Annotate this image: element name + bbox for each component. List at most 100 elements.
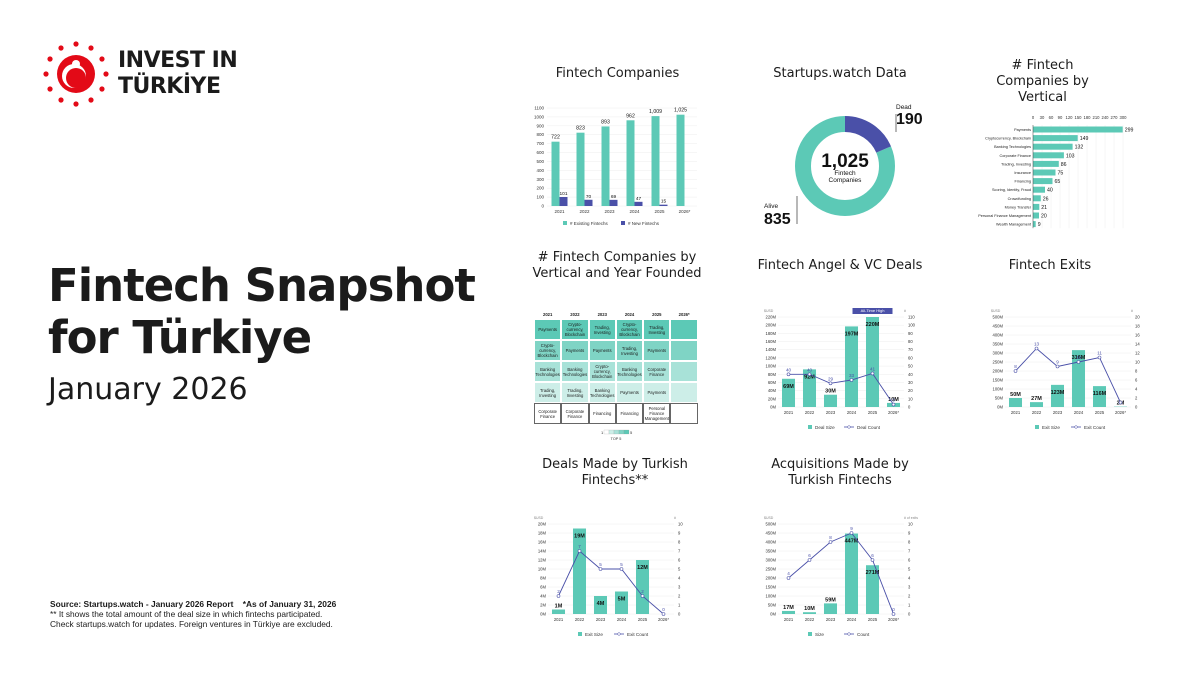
line-point: [807, 558, 812, 562]
line-data-label: 2: [557, 589, 560, 594]
logo-star-icon: [88, 45, 94, 51]
y-tick-label: 500: [536, 159, 544, 164]
legend-label: Deal Count: [857, 425, 881, 430]
legend-label: Deal Size: [815, 425, 835, 430]
y-tick-label: 100M: [766, 364, 777, 369]
y2-axis-label: #: [674, 516, 676, 520]
legend-swatch: [608, 429, 615, 435]
x-tick-label: 210: [1093, 115, 1101, 120]
y-tick-label: 100: [536, 195, 544, 200]
line-point: [619, 567, 624, 571]
category-label: Scoring, Identity, Fraud: [992, 188, 1031, 192]
y2-tick-label: 18: [1135, 324, 1140, 329]
y2-tick-label: 16: [1135, 333, 1140, 338]
bar-deal-size: [844, 326, 859, 407]
heatmap-cell: Crypto-currency, Blockchain: [561, 319, 589, 340]
y2-tick-label: 12: [1135, 351, 1140, 356]
y-tick-label: 220M: [766, 315, 777, 320]
data-label: 1,025: [674, 108, 687, 114]
y2-tick-label: 10: [1135, 360, 1140, 365]
line-point: [870, 558, 875, 562]
logo-star-icon: [99, 86, 105, 92]
bar-exit-size: [551, 609, 566, 614]
category-label: Crowdfunding: [1008, 197, 1031, 201]
heatmap-cell: Personal Finance Management: [643, 403, 671, 424]
line-point: [1118, 400, 1123, 405]
acquisitions-chart: 0M50M100M150M200M250M300M350M400M450M500…: [764, 516, 918, 637]
bar-data-label: 271M: [866, 570, 880, 576]
y-tick-label: 400M: [766, 540, 777, 545]
y2-tick-label: 0: [678, 612, 681, 617]
y2-axis-label: #: [1131, 309, 1133, 313]
y2-tick-label: 6: [1135, 378, 1138, 383]
y-tick-label: 160M: [766, 339, 777, 344]
heatmap-row: Trading, Investing Trading, Investing Bank…: [534, 382, 698, 403]
heatmap-cell: Payments: [643, 340, 671, 361]
data-label: 962: [626, 113, 635, 119]
y2-tick-label: 1: [678, 603, 681, 608]
category-label: Personal Finance Management: [978, 214, 1032, 218]
y2-tick-label: 30: [908, 380, 913, 385]
bar-data-label: 17M: [783, 605, 794, 611]
line-data-label: 40: [786, 367, 792, 372]
fintech-by-vertical-chart: 0 30 60 90 120 150 180 210 240 270 300 Payments 299 C…: [978, 115, 1133, 229]
bar-exit-size: [1071, 350, 1086, 407]
bar-data-label: 220M: [866, 322, 880, 328]
y-tick-label: 50M: [995, 396, 1004, 401]
line-data-label: 40: [807, 367, 813, 372]
x-tick-label: 180: [1084, 115, 1092, 120]
y-tick-label: 500M: [766, 522, 777, 527]
y-tick-label: 600: [536, 150, 544, 155]
line-data-label: 2: [641, 589, 644, 594]
data-label: 103: [1066, 153, 1075, 159]
donut-center-label: Fintech: [834, 170, 856, 177]
x-tick-label: 2023: [826, 617, 836, 622]
heatmap-cell: Trading, Investing: [643, 319, 671, 340]
category-label: Payments: [1014, 128, 1031, 132]
bar-vertical: [1033, 195, 1041, 202]
panel-title-angel-vc: Fintech Angel & VC Deals: [757, 258, 923, 273]
y-tick-label: 12M: [538, 558, 547, 563]
line-data-label: 33: [849, 373, 855, 378]
bar-existing-fintechs: [651, 116, 660, 206]
heatmap-cell: Trading, Investing: [615, 340, 644, 361]
bar-data-label: 316M: [1072, 355, 1086, 361]
bar-data-label: 27M: [1031, 396, 1042, 402]
deals-made-chart: 0M 2M 4M 6M 8M 10M 12M 14M 16M 18M 20M 0 1 2 3 4 5 6 7 8 9 10…: [534, 516, 683, 637]
brand-line-2: TÜRKİYE: [118, 74, 221, 99]
y-tick-label: 400M: [993, 333, 1004, 338]
y2-tick-label: 0: [908, 612, 911, 617]
y-tick-label: 200M: [993, 369, 1004, 374]
data-label: 101: [559, 191, 567, 197]
bar-vertical: [1033, 160, 1059, 167]
data-label: 149: [1080, 136, 1089, 142]
y2-tick-label: 4: [908, 576, 911, 581]
bar-vertical: [1033, 186, 1045, 193]
line-point: [1097, 355, 1102, 360]
x-tick-label: 2026*: [888, 410, 899, 415]
data-label: 823: [576, 126, 585, 132]
heatmap-column-header: 2023: [588, 310, 616, 319]
y2-tick-label: 1: [908, 603, 911, 608]
y2-tick-label: 3: [908, 585, 911, 590]
legend-min: 1: [601, 430, 604, 435]
y2-axis-label: # of exits: [904, 516, 918, 520]
y-tick-label: 200M: [766, 576, 777, 581]
y-tick-label: 140M: [766, 347, 777, 352]
y-tick-label: 0: [541, 204, 544, 209]
line-point: [1055, 364, 1060, 369]
y2-tick-label: 9: [908, 531, 911, 536]
legend-marker: [847, 425, 851, 429]
heatmap-cell: Payments: [643, 382, 671, 403]
x-tick-label: 2025: [654, 209, 665, 214]
y-tick-label: 1100: [534, 106, 544, 111]
angel-vc-deals-chart: 0M 20M 40M 60M 80M 100M 120M 140M 160M 180M 200M 22…: [764, 308, 916, 430]
x-tick-label: 2023: [1053, 410, 1063, 415]
y2-tick-label: 40: [908, 372, 913, 377]
legend-swatch: [808, 425, 812, 429]
line-point: [828, 540, 833, 544]
x-tick-label: 300: [1120, 115, 1128, 120]
bar-new-fintechs: [634, 201, 643, 206]
panel-title-acquisitions: Acquisitions Made by Turkish Fintechs: [771, 457, 909, 488]
annotation-label: All-Time High: [861, 308, 885, 313]
